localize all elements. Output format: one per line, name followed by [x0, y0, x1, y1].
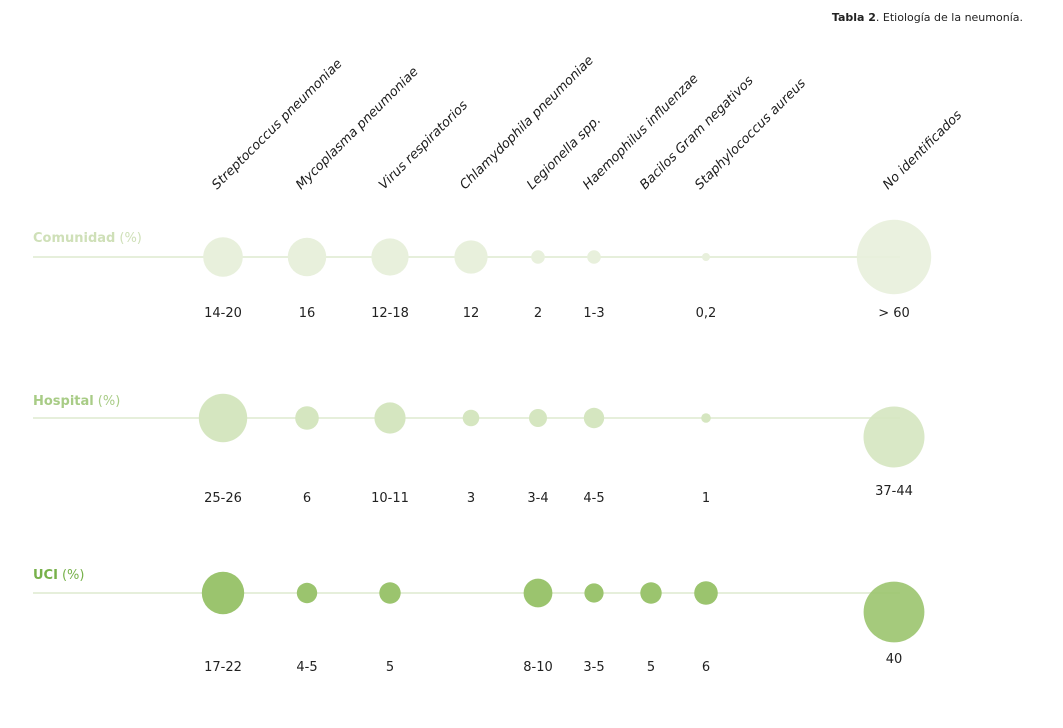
value-label-hospital-haemophilus-influenzae: 4-5 — [583, 491, 604, 506]
column-label-haemophilus-influenzae: Haemophilus influenzae — [580, 71, 701, 192]
bubble-uci-bacilos-gram-negativos — [640, 582, 662, 604]
column-label-staphylococcus-aureus: Staphylococcus aureus — [692, 76, 809, 193]
row-unit: (%) — [98, 394, 121, 409]
value-label-comunidad-streptococcus-pneumoniae: 14-20 — [204, 306, 242, 321]
value-label-hospital-streptococcus-pneumoniae: 25-26 — [204, 491, 242, 506]
value-label-hospital-mycoplasma-pneumoniae: 6 — [303, 491, 311, 506]
value-label-uci-bacilos-gram-negativos: 5 — [647, 660, 655, 675]
bubble-comunidad-chlamydophila-pneumoniae — [454, 240, 488, 274]
row-titles: Comunidad (%) Hospital (%) UCI (%) — [33, 231, 142, 583]
row-name: Hospital — [33, 394, 94, 409]
value-label-uci-streptococcus-pneumoniae: 17-22 — [204, 660, 242, 675]
caption-text: . Etiología de la neumonía. — [875, 11, 1023, 24]
bubble-uci-staphylococcus-aureus — [694, 581, 718, 605]
column-label-no-identificados: No identificados — [880, 108, 965, 193]
value-label-uci-virus-respiratorios: 5 — [386, 660, 394, 675]
column-label-chlamydophila-pneumoniae: Chlamydophila pneumoniae — [457, 53, 597, 193]
value-label-hospital-virus-respiratorios: 10-11 — [371, 491, 409, 506]
row-name: Comunidad — [33, 231, 115, 246]
value-label-hospital-staphylococcus-aureus: 1 — [702, 491, 710, 506]
bubbles — [198, 219, 932, 643]
bubble-uci-virus-respiratorios — [379, 582, 401, 604]
bubble-comunidad-haemophilus-influenzae — [587, 250, 601, 264]
row-title-hospital: Hospital (%) — [33, 394, 120, 409]
bubble-uci-haemophilus-influenzae — [584, 583, 604, 603]
value-label-uci-mycoplasma-pneumoniae: 4-5 — [296, 660, 317, 675]
bubble-comunidad-legionella-spp — [531, 250, 545, 264]
value-label-hospital-legionella-spp: 3-4 — [527, 491, 548, 506]
bubble-hospital-streptococcus-pneumoniae — [198, 393, 248, 443]
row-unit: (%) — [119, 231, 142, 246]
bubble-comunidad-no-identificados — [856, 219, 932, 295]
value-label-uci-no-identificados: 40 — [886, 652, 903, 667]
row-name: UCI — [33, 568, 58, 583]
table-caption: Tabla 2. Etiología de la neumonía. — [832, 11, 1023, 24]
bubble-comunidad-virus-respiratorios — [371, 238, 409, 276]
caption-bold: Tabla 2 — [831, 11, 876, 24]
value-label-comunidad-staphylococcus-aureus: 0,2 — [696, 306, 717, 321]
value-label-hospital-chlamydophila-pneumoniae: 3 — [467, 491, 475, 506]
column-label-bacilos-gram-negativos: Bacilos Gram negativos — [637, 73, 757, 193]
bubble-hospital-mycoplasma-pneumoniae — [295, 406, 319, 430]
bubble-comunidad-mycoplasma-pneumoniae — [287, 237, 327, 277]
value-label-uci-legionella-spp: 8-10 — [523, 660, 553, 675]
value-label-uci-haemophilus-influenzae: 3-5 — [583, 660, 604, 675]
value-label-uci-staphylococcus-aureus: 6 — [702, 660, 710, 675]
column-label-virus-respiratorios: Virus respiratorios — [376, 98, 471, 193]
bubble-uci-legionella-spp — [523, 578, 553, 608]
bubble-uci-no-identificados — [863, 581, 925, 643]
column-label-streptococcus-pneumoniae: Streptococcus pneumoniae — [209, 57, 345, 193]
row-unit: (%) — [62, 568, 85, 583]
value-label-comunidad-no-identificados: > 60 — [878, 306, 910, 321]
bubble-uci-mycoplasma-pneumoniae — [296, 582, 318, 604]
row-title-comunidad: Comunidad (%) — [33, 231, 142, 246]
value-label-comunidad-virus-respiratorios: 12-18 — [371, 306, 409, 321]
bubble-hospital-staphylococcus-aureus — [701, 413, 711, 423]
bubble-hospital-haemophilus-influenzae — [583, 407, 605, 429]
value-label-comunidad-haemophilus-influenzae: 1-3 — [583, 306, 604, 321]
bubble-comunidad-staphylococcus-aureus — [702, 253, 710, 261]
bubble-hospital-legionella-spp — [529, 409, 547, 427]
bubble-hospital-virus-respiratorios — [374, 402, 406, 434]
value-label-comunidad-legionella-spp: 2 — [534, 306, 542, 321]
bubble-uci-streptococcus-pneumoniae — [201, 571, 245, 615]
bubble-hospital-chlamydophila-pneumoniae — [462, 409, 480, 427]
value-label-comunidad-chlamydophila-pneumoniae: 12 — [463, 306, 480, 321]
value-label-hospital-no-identificados: 37-44 — [875, 484, 913, 499]
bubble-comunidad-streptococcus-pneumoniae — [203, 237, 243, 277]
value-label-comunidad-mycoplasma-pneumoniae: 16 — [299, 306, 316, 321]
bubble-hospital-no-identificados — [863, 406, 925, 468]
row-title-uci: UCI (%) — [33, 568, 84, 583]
